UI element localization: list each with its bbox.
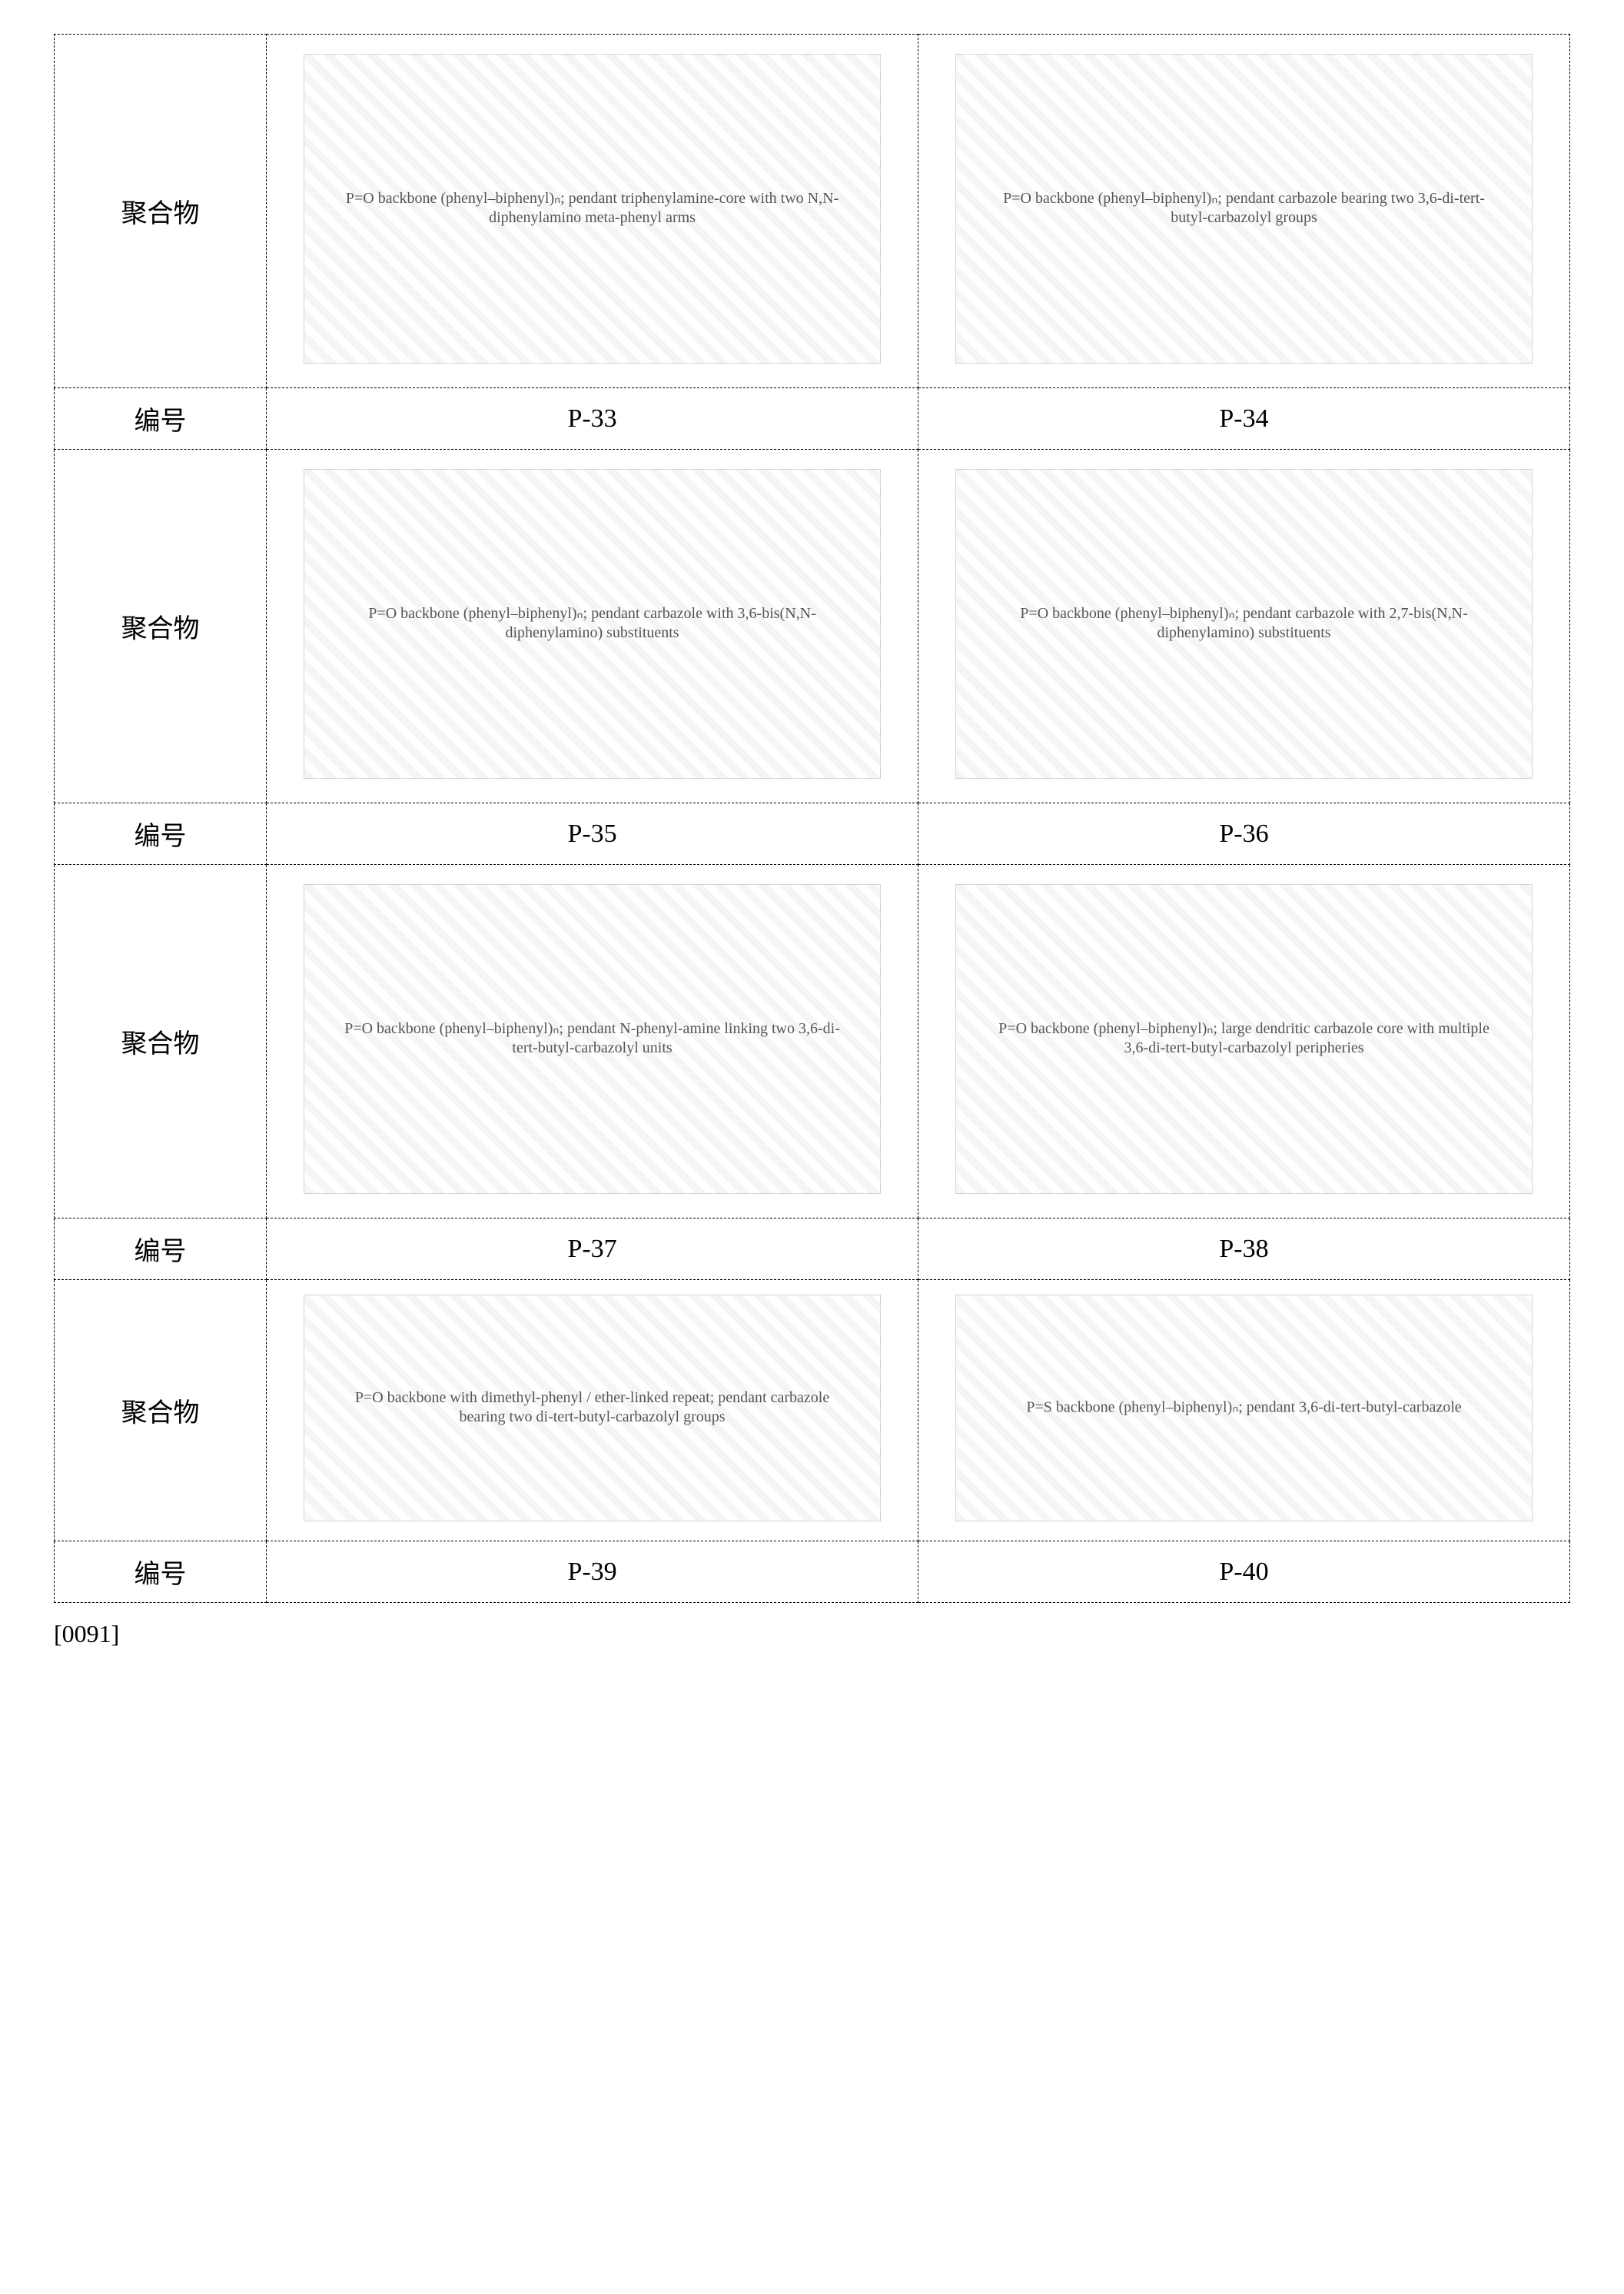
polymer-tbody: 聚合物 P=O backbone (phenyl–biphenyl)ₙ; pend…	[55, 35, 1570, 1603]
chemical-structure-figure: P=S backbone (phenyl–biphenyl)ₙ; pendant…	[955, 1295, 1533, 1521]
number-row: 编号P-35P-36	[55, 803, 1570, 865]
polymer-table: 聚合物 P=O backbone (phenyl–biphenyl)ₙ; pend…	[54, 34, 1570, 1603]
compound-id: P-38	[918, 1218, 1570, 1280]
number-row: 编号P-39P-40	[55, 1541, 1570, 1603]
row-label-number: 编号	[55, 803, 267, 865]
row-label-number: 编号	[55, 1218, 267, 1280]
chemical-structure-figure: P=O backbone with dimethyl-phenyl / ethe…	[304, 1295, 881, 1521]
structure-cell: P=O backbone (phenyl–biphenyl)ₙ; pendant…	[267, 35, 918, 388]
compound-id: P-36	[918, 803, 1570, 865]
chemical-structure-figure: P=O backbone (phenyl–biphenyl)ₙ; pendant…	[304, 884, 881, 1193]
chemical-structure-figure: P=O backbone (phenyl–biphenyl)ₙ; pendant…	[955, 469, 1533, 778]
compound-id: P-33	[267, 388, 918, 450]
number-row: 编号P-37P-38	[55, 1218, 1570, 1280]
structure-cell: P=O backbone with dimethyl-phenyl / ethe…	[267, 1280, 918, 1541]
compound-id: P-34	[918, 388, 1570, 450]
structure-description: P=O backbone (phenyl–biphenyl)ₙ; pendant…	[333, 189, 852, 228]
structure-description: P=S backbone (phenyl–biphenyl)ₙ; pendant…	[985, 1398, 1503, 1418]
row-label-polymer: 聚合物	[55, 35, 267, 388]
chemical-structure-figure: P=O backbone (phenyl–biphenyl)ₙ; large d…	[955, 884, 1533, 1193]
structure-cell: P=O backbone (phenyl–biphenyl)ₙ; large d…	[918, 865, 1570, 1218]
structure-description: P=O backbone (phenyl–biphenyl)ₙ; large d…	[985, 1019, 1503, 1058]
structure-row: 聚合物 P=O backbone (phenyl–biphenyl)ₙ; pend…	[55, 35, 1570, 388]
row-label-polymer: 聚合物	[55, 865, 267, 1218]
structure-cell: P=O backbone (phenyl–biphenyl)ₙ; pendant…	[267, 865, 918, 1218]
compound-id: P-39	[267, 1541, 918, 1603]
structure-description: P=O backbone with dimethyl-phenyl / ethe…	[333, 1388, 852, 1427]
structure-cell: P=S backbone (phenyl–biphenyl)ₙ; pendant…	[918, 1280, 1570, 1541]
structure-description: P=O backbone (phenyl–biphenyl)ₙ; pendant…	[985, 604, 1503, 643]
chemical-structure-figure: P=O backbone (phenyl–biphenyl)ₙ; pendant…	[304, 54, 881, 363]
row-label-number: 编号	[55, 388, 267, 450]
compound-id: P-40	[918, 1541, 1570, 1603]
compound-id: P-35	[267, 803, 918, 865]
structure-cell: P=O backbone (phenyl–biphenyl)ₙ; pendant…	[918, 35, 1570, 388]
row-label-polymer: 聚合物	[55, 1280, 267, 1541]
row-label-polymer: 聚合物	[55, 450, 267, 803]
structure-description: P=O backbone (phenyl–biphenyl)ₙ; pendant…	[333, 1019, 852, 1058]
structure-cell: P=O backbone (phenyl–biphenyl)ₙ; pendant…	[267, 450, 918, 803]
structure-row: 聚合物 P=O backbone (phenyl–biphenyl)ₙ; pend…	[55, 865, 1570, 1218]
structure-description: P=O backbone (phenyl–biphenyl)ₙ; pendant…	[333, 604, 852, 643]
row-label-number: 编号	[55, 1541, 267, 1603]
structure-cell: P=O backbone (phenyl–biphenyl)ₙ; pendant…	[918, 450, 1570, 803]
compound-id: P-37	[267, 1218, 918, 1280]
chemical-structure-figure: P=O backbone (phenyl–biphenyl)ₙ; pendant…	[304, 469, 881, 778]
structure-row: 聚合物 P=O backbone (phenyl–biphenyl)ₙ; pend…	[55, 450, 1570, 803]
structure-description: P=O backbone (phenyl–biphenyl)ₙ; pendant…	[985, 189, 1503, 228]
chemical-structure-figure: P=O backbone (phenyl–biphenyl)ₙ; pendant…	[955, 54, 1533, 363]
structure-row: 聚合物 P=O backbone with dimethyl-phenyl / e…	[55, 1280, 1570, 1541]
number-row: 编号P-33P-34	[55, 388, 1570, 450]
paragraph-number: [0091]	[54, 1620, 1570, 1648]
